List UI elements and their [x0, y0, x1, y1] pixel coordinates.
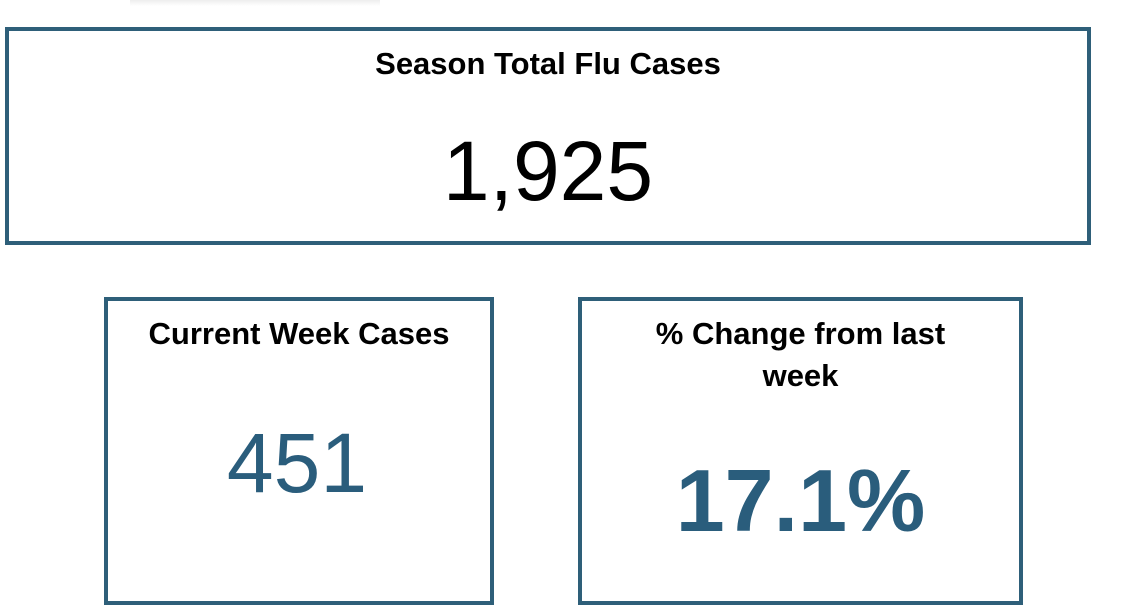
kpi-card: % Change from last week 17.1% [578, 297, 1023, 605]
shadow [130, 0, 380, 6]
card-title: Season Total Flu Cases [375, 46, 721, 81]
kpi-card: Current Week Cases 451 [104, 297, 494, 605]
card-title: Current Week Cases [148, 316, 450, 351]
kpi-card: Season Total Flu Cases 1,925 [5, 27, 1091, 245]
card-value: 1,925 [442, 124, 654, 218]
card-value: 17.1% [675, 451, 926, 550]
card-title: % Change from last week [655, 316, 946, 393]
card-value: 451 [226, 416, 368, 510]
